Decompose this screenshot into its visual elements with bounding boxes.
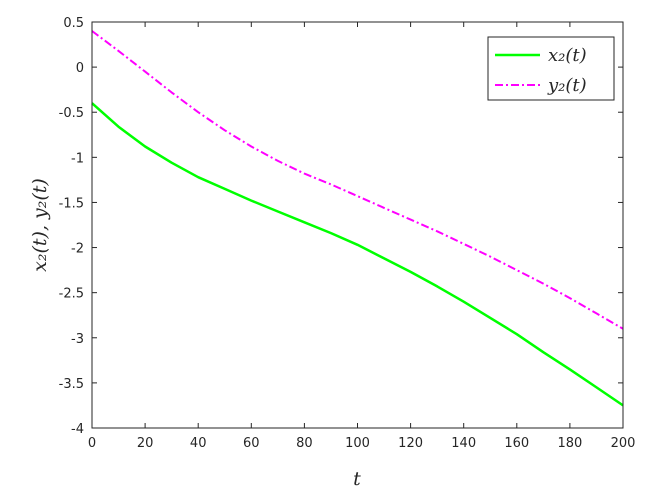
x-tick-label: 180 <box>557 436 582 451</box>
series-lines <box>91 30 624 407</box>
x-tick-label: 140 <box>451 436 476 451</box>
x-tick-label: 40 <box>190 436 207 451</box>
x-tick-label: 0 <box>88 436 96 451</box>
legend: x₂(t) y₂(t) <box>487 36 615 101</box>
x-tick-label: 200 <box>611 436 636 451</box>
series-line-x2 <box>91 102 624 407</box>
y-tick-label: -2.5 <box>59 287 84 302</box>
y-tick-label: -1 <box>71 151 84 166</box>
y-axis-label: x₂(t), y₂(t) <box>29 178 51 272</box>
x-axis-label: t <box>353 468 361 490</box>
y-tick-label: -3 <box>71 332 84 347</box>
y-tick-label: -2 <box>71 242 84 257</box>
x-tick-label: 120 <box>398 436 423 451</box>
y-tick-label: 0 <box>76 61 84 76</box>
x-tick-label: 100 <box>345 436 370 451</box>
legend-label-y2: y₂(t) <box>547 75 587 96</box>
y-tick-label: -4 <box>71 422 84 437</box>
x-tick-label: 160 <box>504 436 529 451</box>
x-tick-label: 80 <box>296 436 313 451</box>
x-tick-label: 20 <box>137 436 154 451</box>
y-tick-label: 0.5 <box>63 16 84 31</box>
y-tick-label: -3.5 <box>59 377 84 392</box>
plot-frame <box>91 21 624 429</box>
legend-label-x2: x₂(t) <box>548 45 587 66</box>
x-tick-label: 60 <box>243 436 260 451</box>
legend-box <box>487 36 615 101</box>
y-tick-label: -1.5 <box>59 196 84 211</box>
axis-ticks: 0 20 40 60 80 100 120 140 160 180 200 0.5 0 -0.5 -1 -1.… <box>59 16 636 451</box>
y-tick-label: -0.5 <box>59 106 84 121</box>
